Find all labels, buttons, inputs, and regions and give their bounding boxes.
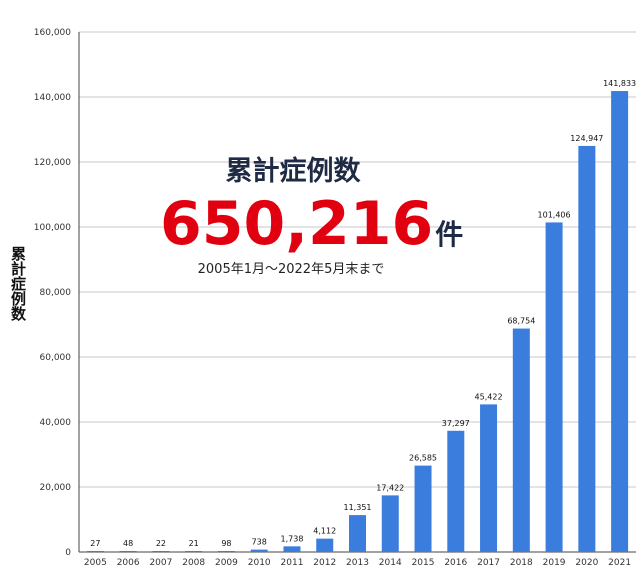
bars: 27 48 22 21 98 738 1,738 4,112 11,351 17,422 26,58… — [86, 79, 636, 553]
data-label: 27 — [90, 539, 100, 548]
data-label: 22 — [156, 539, 166, 548]
y-tick-label: 0 — [65, 548, 71, 558]
data-label: 21 — [189, 539, 199, 548]
y-tick-label: 40,000 — [40, 418, 72, 428]
annotation-total: 650,216 — [160, 189, 433, 259]
data-label: 101,406 — [538, 210, 571, 219]
annotation-period: 2005年1月～2022年5月末まで — [198, 262, 385, 277]
bar-2017 — [480, 404, 498, 552]
y-tick-label: 20,000 — [40, 483, 72, 493]
bar-2007 — [152, 551, 170, 552]
y-tick-label: 100,000 — [34, 223, 71, 233]
x-tick-label: 2011 — [281, 558, 304, 568]
data-label: 17,422 — [376, 483, 404, 492]
data-label: 738 — [252, 538, 267, 547]
gridlines — [79, 31, 636, 553]
x-tick-label: 2014 — [379, 558, 402, 568]
data-label: 26,585 — [409, 454, 437, 463]
y-axis: 0 20,000 40,000 60,000 80,000 100,000 120,000 1… — [34, 28, 80, 558]
bar-2013 — [349, 515, 366, 552]
annotation-unit: 件 — [435, 218, 463, 251]
data-label: 48 — [123, 539, 133, 548]
x-tick-label: 2006 — [117, 558, 140, 568]
data-label: 98 — [221, 539, 231, 548]
bar-2010 — [250, 549, 268, 552]
x-tick-label: 2008 — [182, 558, 205, 568]
bar-2014 — [381, 495, 399, 552]
x-axis: 2005 2006 2007 2008 2009 2010 2011 2012 2013 2014… — [84, 558, 631, 568]
annotation-total-line: 650,216件 — [160, 189, 463, 259]
bar-2015 — [414, 465, 432, 552]
y-axis-label: 累計症例数 — [9, 246, 27, 322]
data-label: 124,947 — [570, 134, 603, 143]
x-tick-label: 2018 — [510, 558, 533, 568]
data-label: 37,297 — [442, 419, 470, 428]
bar-2019 — [545, 222, 563, 553]
x-tick-label: 2013 — [346, 558, 369, 568]
x-tick-label: 2009 — [215, 558, 238, 568]
data-label: 4,112 — [313, 527, 336, 536]
bar-2016 — [447, 430, 465, 552]
bar-2021 — [611, 91, 629, 552]
x-tick-label: 2010 — [248, 558, 271, 568]
y-tick-label: 160,000 — [34, 28, 71, 38]
total-annotation: 累計症例数 650,216件 2005年1月～2022年5月末まで — [160, 155, 463, 277]
bar-2020 — [578, 145, 596, 553]
bar-2009 — [217, 551, 235, 552]
x-tick-label: 2020 — [575, 558, 598, 568]
data-label: 11,351 — [344, 503, 372, 512]
annotation-title: 累計症例数 — [226, 155, 362, 187]
y-tick-label: 120,000 — [34, 158, 71, 168]
x-tick-label: 2012 — [313, 558, 336, 568]
bar-2012 — [316, 538, 334, 552]
x-tick-label: 2005 — [84, 558, 107, 568]
y-tick-label: 80,000 — [40, 288, 72, 298]
x-tick-label: 2007 — [149, 558, 172, 568]
data-label: 45,422 — [475, 392, 503, 401]
x-tick-label: 2016 — [444, 558, 467, 568]
bar-2008 — [185, 551, 203, 552]
x-tick-label: 2015 — [412, 558, 435, 568]
bar-2005 — [86, 551, 104, 552]
x-tick-label: 2017 — [477, 558, 500, 568]
x-tick-label: 2021 — [608, 558, 631, 568]
bar-2011 — [283, 546, 301, 552]
data-label: 1,738 — [281, 534, 304, 543]
data-label: 68,754 — [507, 317, 535, 326]
y-tick-label: 60,000 — [40, 353, 72, 363]
y-tick-label: 140,000 — [34, 93, 71, 103]
bar-2018 — [512, 328, 530, 552]
data-label: 141,833 — [603, 79, 636, 88]
bar-2006 — [119, 551, 137, 552]
x-tick-label: 2019 — [543, 558, 566, 568]
